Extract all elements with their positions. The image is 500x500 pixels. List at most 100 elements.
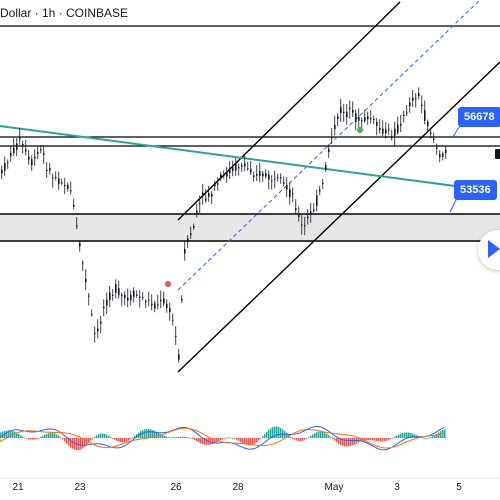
candle-body (355, 113, 357, 122)
macd-histogram-bar (316, 432, 318, 438)
candle-body (31, 159, 33, 166)
candle-body (127, 297, 129, 301)
macd-histogram-bar (338, 438, 340, 444)
candle-body (325, 165, 327, 170)
macd-histogram-bar (258, 438, 260, 441)
candle-body (286, 184, 288, 190)
candle-body (154, 303, 156, 309)
macd-histogram-bar (8, 430, 10, 438)
sell-signal-dot[interactable] (165, 281, 171, 287)
macd-histogram-bar (146, 428, 148, 438)
macd-histogram-bar (78, 438, 80, 451)
candle-body (307, 216, 309, 219)
candle-body (328, 148, 330, 152)
candle-body (412, 97, 414, 101)
candle-body (271, 180, 273, 182)
macd-histogram-bar (234, 438, 236, 439)
macd-histogram-bar (52, 432, 54, 438)
candle-body (46, 169, 48, 171)
candle-body (445, 149, 447, 154)
macd-histogram-bar (382, 438, 384, 442)
macd-histogram-bar (32, 438, 34, 440)
x-tick-3: 3 (394, 482, 400, 493)
macd-histogram-bar (58, 435, 60, 438)
candle-body (1, 169, 3, 174)
macd-histogram-bar (434, 435, 436, 438)
macd-histogram-bar (328, 435, 330, 438)
macd-histogram-bar (0, 432, 2, 438)
upper-tag-pointer (451, 125, 461, 139)
candle-body (274, 178, 276, 180)
candle-body (250, 169, 252, 173)
candle-body (91, 313, 93, 315)
candle-body (61, 182, 63, 184)
macd-histogram-bar (14, 431, 16, 438)
candle-body (364, 117, 366, 121)
candle-body (367, 116, 369, 120)
macd-histogram-bar (194, 438, 196, 441)
macd-histogram-bar (160, 434, 162, 438)
macd-histogram-bar (334, 438, 336, 441)
macd-histogram-bar (218, 438, 220, 442)
macd-histogram-bar (2, 431, 4, 438)
price-tag-upper[interactable]: 56678 (458, 107, 500, 127)
candle-body (133, 290, 135, 297)
candle-body (88, 295, 90, 297)
macd-histogram-bar (224, 438, 226, 439)
candles-group (1, 87, 447, 363)
candle-body (163, 298, 165, 304)
macd-histogram-bar (170, 437, 172, 439)
macd-histogram-bar (378, 438, 380, 442)
macd-histogram-bar (404, 432, 406, 438)
macd-histogram-bar (292, 438, 294, 439)
candle-body (277, 177, 279, 179)
candle-body (124, 294, 126, 298)
macd-histogram-bar (122, 438, 124, 443)
macd-line (0, 425, 445, 451)
macd-histogram-bar (444, 429, 446, 438)
macd-histogram-bar (256, 438, 258, 443)
replay-play-button[interactable] (478, 230, 500, 270)
macd-histogram-bar (290, 436, 292, 438)
macd-histogram-bar (340, 438, 342, 445)
candle-body (52, 177, 54, 179)
candle-body (433, 138, 435, 140)
macd-histogram-bar (60, 437, 62, 439)
lower-tag-pointer (449, 199, 457, 213)
price-tag-lower[interactable]: 53536 (454, 180, 497, 200)
candle-body (418, 92, 420, 97)
macd-histogram-bar (214, 438, 216, 444)
macd-histogram-bar (268, 429, 270, 438)
macd-histogram-bar (368, 438, 370, 441)
candle-body (229, 169, 231, 174)
candle-body (193, 226, 195, 228)
macd-histogram-bar (94, 436, 96, 438)
candle-body (244, 163, 246, 167)
candle-body (313, 209, 315, 211)
macd-histogram-bar (272, 427, 274, 438)
candle-body (349, 107, 351, 109)
macd-histogram-bar (274, 426, 276, 438)
macd-histogram-bar (168, 437, 170, 438)
candle-body (265, 173, 267, 177)
candle-body (136, 294, 138, 296)
candle-body (283, 182, 285, 184)
macd-histogram-bar (16, 432, 18, 438)
macd-histogram-bar (150, 429, 152, 438)
macd-pane (0, 425, 446, 451)
channel-upper-line (177, 1, 401, 221)
candle-body (421, 104, 423, 106)
macd-histogram-bar (18, 433, 20, 438)
candle-body (97, 328, 99, 332)
macd-histogram-bar (82, 438, 84, 449)
candle-body (121, 294, 123, 297)
buy-signal-dot[interactable] (357, 127, 363, 133)
candle-body (103, 306, 105, 308)
macd-histogram-bar (100, 433, 102, 438)
macd-histogram-bar (108, 435, 110, 438)
macd-histogram-bar (376, 438, 378, 441)
macd-histogram-bar (250, 438, 252, 446)
macd-histogram-bar (212, 438, 214, 445)
macd-histogram-bar (128, 438, 130, 441)
